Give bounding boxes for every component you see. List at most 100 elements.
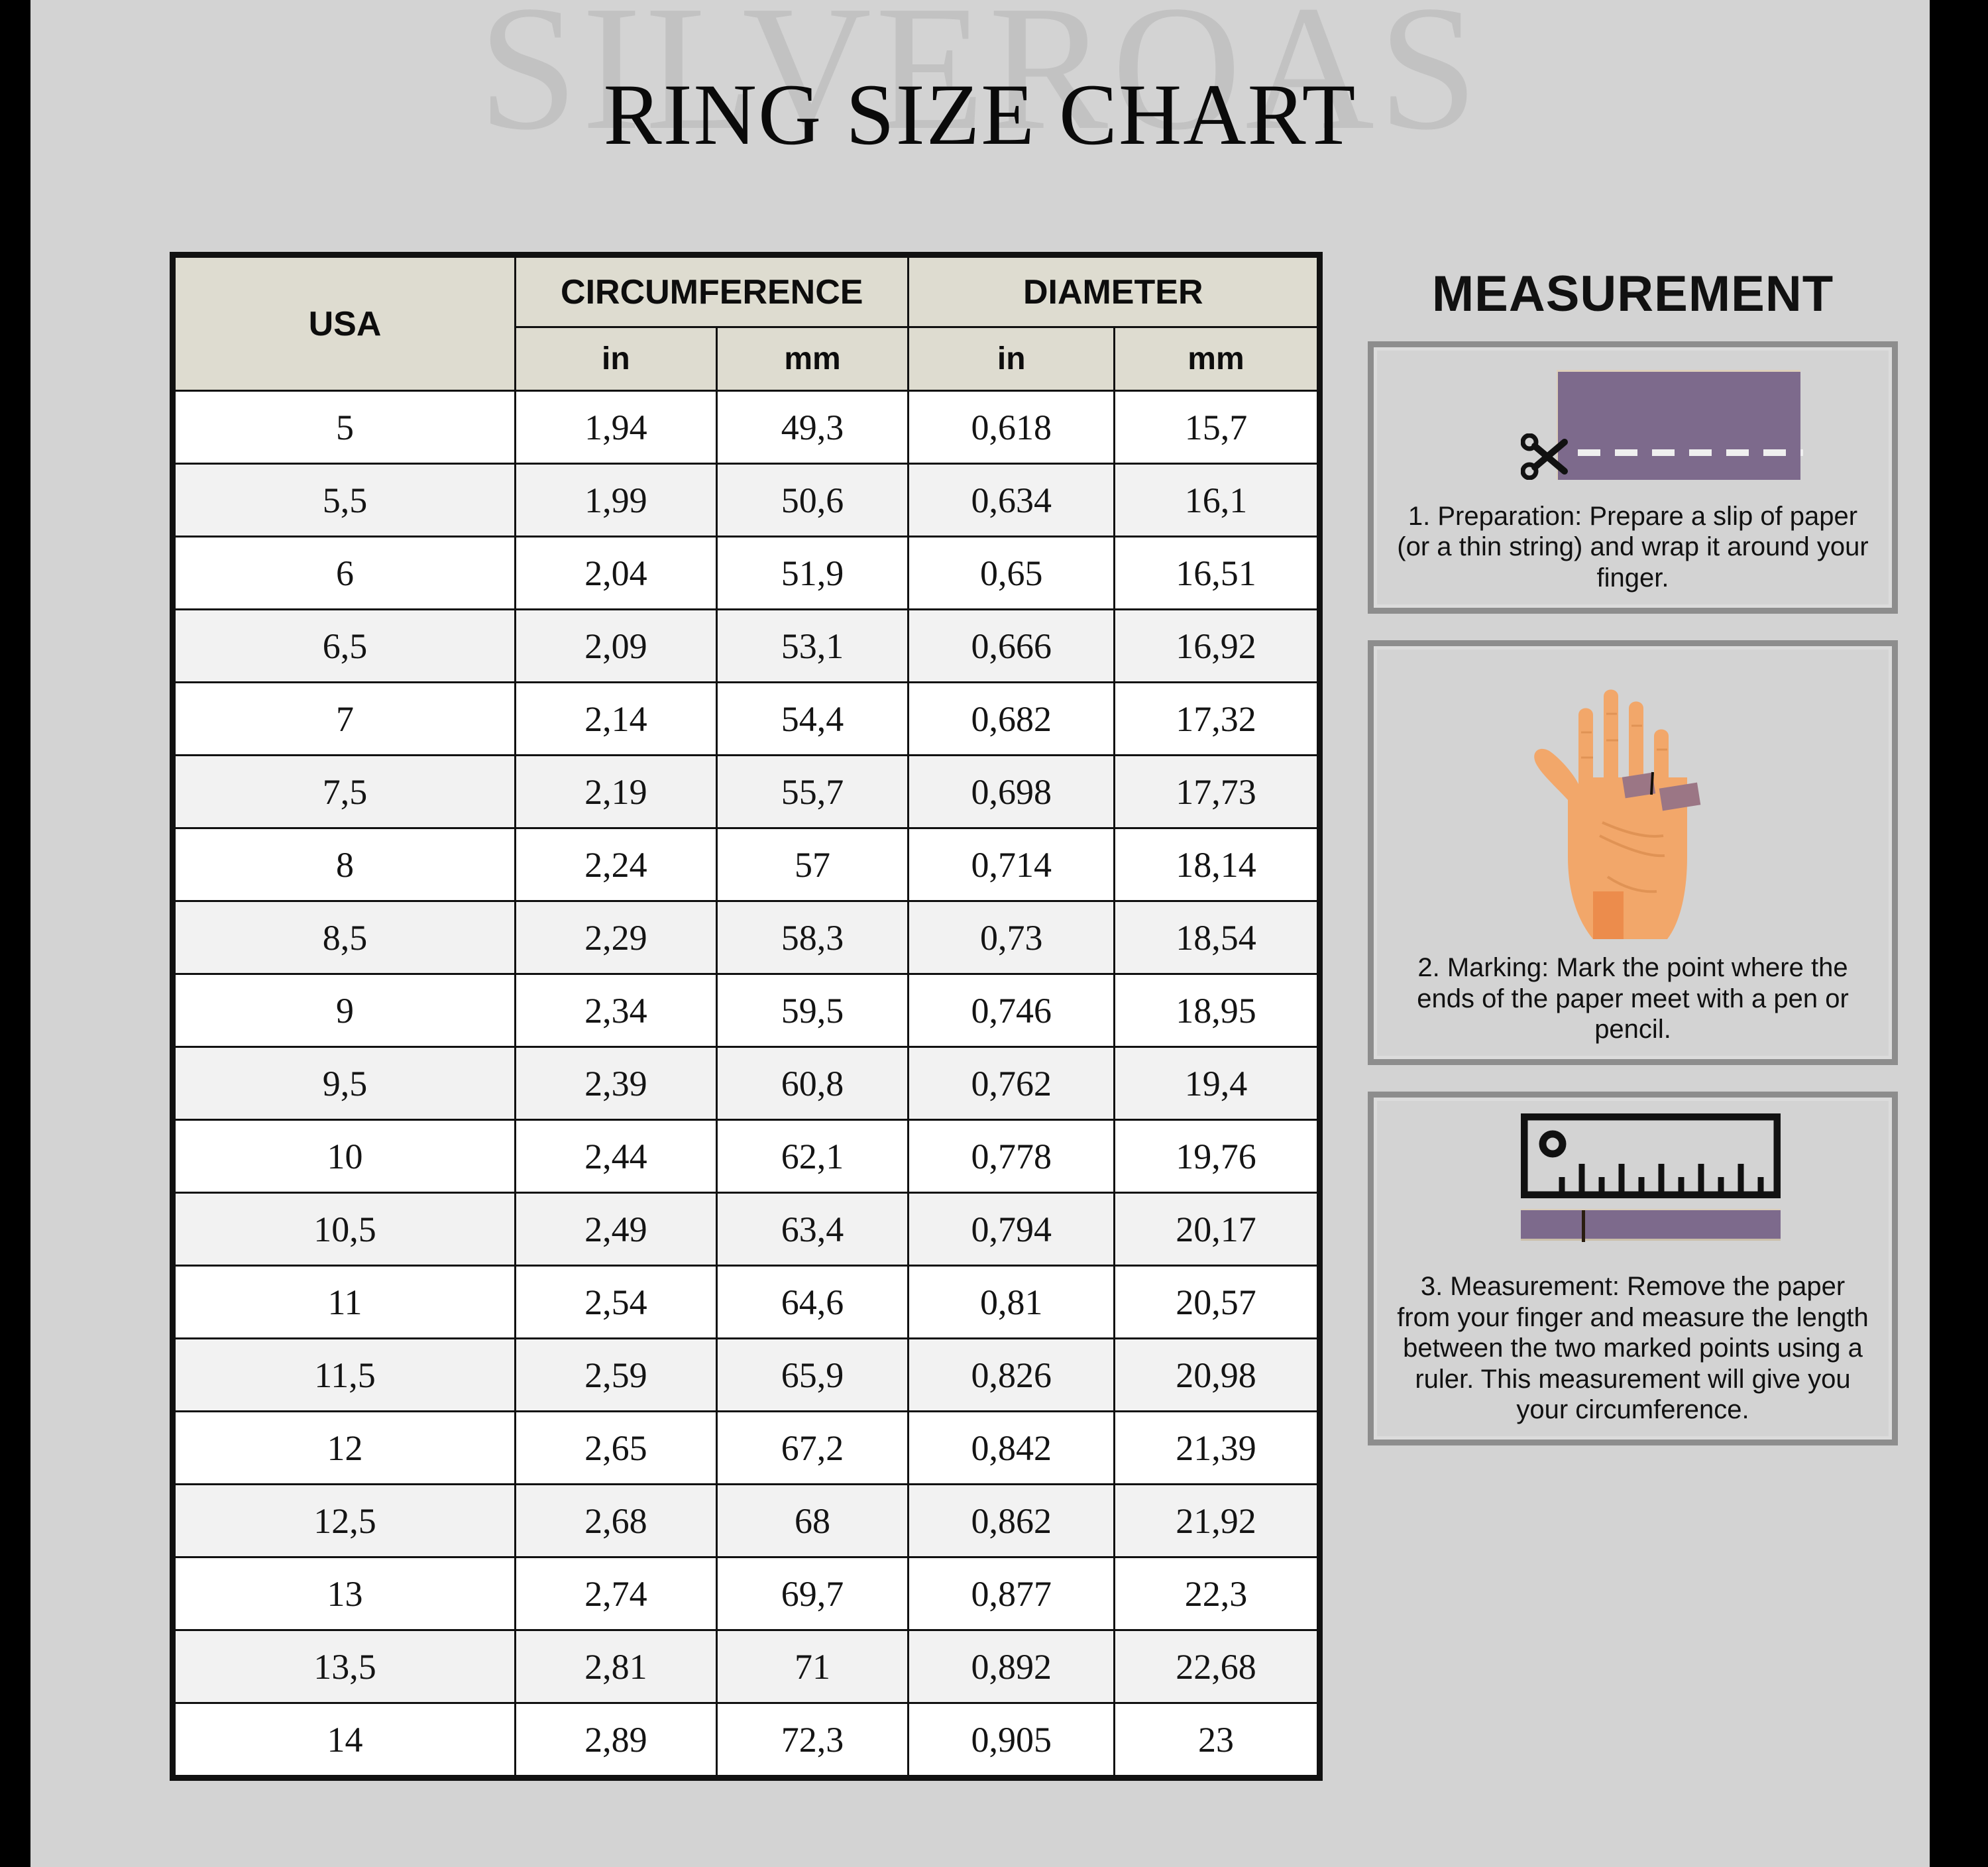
cell-circumference-mm: 63,4	[715, 1192, 910, 1267]
hand-with-paper-strip-icon	[1391, 658, 1875, 943]
column-header-diameter-in: in	[907, 326, 1115, 392]
cell-circumference-mm: 65,9	[715, 1337, 910, 1412]
cell-diameter-in: 0,634	[907, 463, 1115, 537]
table-row: 14 2,89 72,3 0,905 23	[173, 1702, 1319, 1777]
cell-circumference-in: 2,29	[514, 900, 718, 975]
table-row: 8,5 2,29 58,3 0,73 18,54	[173, 900, 1319, 975]
poster-canvas: SILVEROAS RING SIZE CHART USA CIRCUMFERE…	[30, 0, 1930, 1867]
cell-usa: 5,5	[173, 463, 517, 537]
measurement-step-card-3: 3. Measurement: Remove the paper from yo…	[1368, 1092, 1898, 1446]
watermark-brand-text: SILVEROAS	[478, 0, 1482, 167]
cell-diameter-in: 0,81	[907, 1265, 1115, 1339]
cell-diameter-mm: 19,4	[1113, 1046, 1319, 1121]
cell-diameter-mm: 22,3	[1113, 1556, 1319, 1631]
cell-diameter-in: 0,698	[907, 754, 1115, 829]
measurement-step-1-text: 1. Preparation: Prepare a slip of paper …	[1397, 502, 1869, 593]
cell-diameter-mm: 18,14	[1113, 827, 1319, 902]
cell-circumference-in: 1,99	[514, 463, 718, 537]
cell-diameter-in: 0,892	[907, 1629, 1115, 1704]
table-body: 5 1,94 49,3 0,618 15,7 5,5 1,99 50,6 0,634 16,1 6 2…	[173, 390, 1319, 1777]
cell-diameter-mm: 21,92	[1113, 1483, 1319, 1558]
cell-circumference-mm: 49,3	[715, 390, 910, 465]
cell-diameter-mm: 15,7	[1113, 390, 1319, 465]
page-title: RING SIZE CHART	[603, 66, 1357, 163]
cell-diameter-mm: 22,68	[1113, 1629, 1319, 1704]
cell-usa: 10,5	[173, 1192, 517, 1267]
cell-circumference-mm: 67,2	[715, 1410, 910, 1485]
table-header: USA CIRCUMFERENCE DIAMETER in mm in mm	[173, 256, 1319, 392]
measurement-title: MEASUREMENT	[1431, 266, 1834, 322]
cell-usa: 6	[173, 536, 517, 610]
table-row: 6,5 2,09 53,1 0,666 16,92	[173, 608, 1319, 683]
cell-usa: 7,5	[173, 754, 517, 829]
cell-circumference-mm: 68	[715, 1483, 910, 1558]
strip-mark	[1582, 1210, 1585, 1243]
cell-usa: 8,5	[173, 900, 517, 975]
paper-slip-scissors-icon	[1391, 359, 1875, 492]
cell-diameter-mm: 16,92	[1113, 608, 1319, 683]
hand-illustration	[1534, 689, 1701, 940]
table-header-unit-row: in mm in mm	[175, 326, 1319, 392]
column-header-diameter: DIAMETER	[907, 256, 1319, 328]
table-row: 12,5 2,68 68 0,862 21,92	[173, 1483, 1319, 1558]
paper-slip-shape	[1557, 370, 1800, 480]
cell-circumference-mm: 72,3	[715, 1702, 910, 1777]
cell-usa: 5	[173, 390, 517, 465]
cell-diameter-in: 0,877	[907, 1556, 1115, 1631]
table-row: 7,5 2,19 55,7 0,698 17,73	[173, 754, 1319, 829]
table-row: 13,5 2,81 71 0,892 22,68	[173, 1629, 1319, 1704]
table-row: 8 2,24 57 0,714 18,14	[173, 827, 1319, 902]
cell-usa: 13,5	[173, 1629, 517, 1704]
table-row: 5 1,94 49,3 0,618 15,7	[173, 390, 1319, 465]
cell-circumference-in: 2,68	[514, 1483, 718, 1558]
cell-circumference-in: 1,94	[514, 390, 718, 465]
cell-diameter-mm: 23	[1113, 1702, 1319, 1777]
measurement-step-card-1: 1. Preparation: Prepare a slip of paper …	[1368, 341, 1898, 614]
cell-circumference-in: 2,19	[514, 754, 718, 829]
dashed-cut-line	[1578, 449, 1803, 456]
ruler-and-strip-icon	[1391, 1109, 1875, 1262]
cell-diameter-in: 0,842	[907, 1410, 1115, 1485]
table-row: 6 2,04 51,9 0,65 16,51	[173, 536, 1319, 610]
cell-usa: 9,5	[173, 1046, 517, 1121]
cell-diameter-in: 0,666	[907, 608, 1115, 683]
scissors-icon	[1521, 433, 1568, 480]
cell-usa: 8	[173, 827, 517, 902]
cell-diameter-mm: 20,98	[1113, 1337, 1319, 1412]
column-header-circumference-in: in	[514, 326, 718, 392]
column-header-usa: USA	[173, 256, 517, 392]
cell-diameter-in: 0,714	[907, 827, 1115, 902]
cell-diameter-mm: 21,39	[1113, 1410, 1319, 1485]
cell-circumference-in: 2,04	[514, 536, 718, 610]
table-header-group-row: USA CIRCUMFERENCE DIAMETER	[173, 256, 1319, 392]
table-row: 5,5 1,99 50,6 0,634 16,1	[173, 463, 1319, 537]
measured-paper-strip	[1521, 1209, 1781, 1243]
ring-size-table: USA CIRCUMFERENCE DIAMETER in mm in mm 5…	[173, 256, 1319, 1777]
cell-circumference-mm: 53,1	[715, 608, 910, 683]
cell-diameter-mm: 19,76	[1113, 1119, 1319, 1194]
cell-circumference-mm: 55,7	[715, 754, 910, 829]
cell-circumference-in: 2,09	[514, 608, 718, 683]
cell-usa: 11,5	[173, 1337, 517, 1412]
cell-circumference-in: 2,14	[514, 681, 718, 756]
cell-diameter-mm: 16,1	[1113, 463, 1319, 537]
measurement-step-2-text: 2. Marking: Mark the point where the end…	[1417, 953, 1849, 1044]
cell-circumference-mm: 62,1	[715, 1119, 910, 1194]
cell-circumference-in: 2,74	[514, 1556, 718, 1631]
cell-diameter-in: 0,826	[907, 1337, 1115, 1412]
cell-circumference-mm: 50,6	[715, 463, 910, 537]
cell-diameter-in: 0,762	[907, 1046, 1115, 1121]
cell-diameter-mm: 17,73	[1113, 754, 1319, 829]
cell-circumference-mm: 60,8	[715, 1046, 910, 1121]
cell-usa: 9	[173, 973, 517, 1048]
cell-usa: 7	[173, 681, 517, 756]
cell-diameter-in: 0,905	[907, 1702, 1115, 1777]
cell-diameter-in: 0,778	[907, 1119, 1115, 1194]
cell-usa: 12,5	[173, 1483, 517, 1558]
cell-diameter-in: 0,794	[907, 1192, 1115, 1267]
table-row: 13 2,74 69,7 0,877 22,3	[173, 1556, 1319, 1631]
cell-circumference-in: 2,81	[514, 1629, 718, 1704]
cell-usa: 10	[173, 1119, 517, 1194]
cell-circumference-in: 2,34	[514, 973, 718, 1048]
cell-diameter-mm: 18,54	[1113, 900, 1319, 975]
